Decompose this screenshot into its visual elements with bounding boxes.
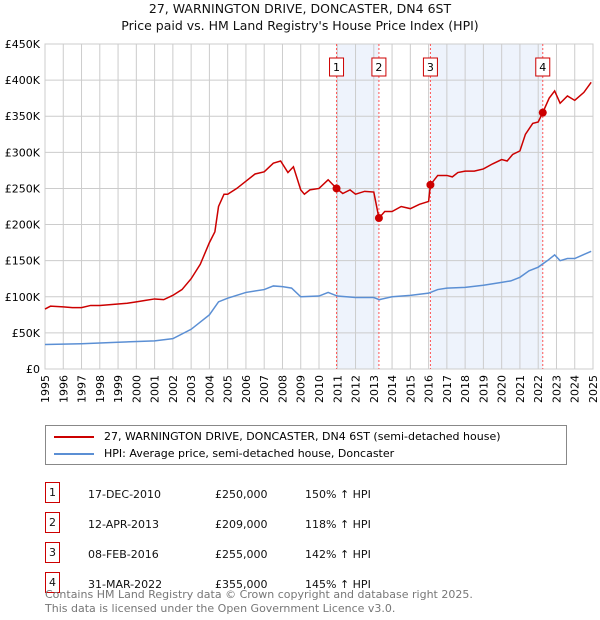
x-tick-label: 2017 (441, 375, 454, 403)
x-tick-label: 2006 (240, 375, 253, 403)
x-tick-label: 2000 (130, 375, 143, 403)
footer-line2: This data is licensed under the Open Gov… (45, 602, 396, 615)
x-tick-label: 2019 (477, 375, 490, 403)
sale-hpi: 142% ↑ HPI (305, 548, 371, 561)
legend-property: 27, WARNINGTON DRIVE, DONCASTER, DN4 6ST… (104, 430, 501, 443)
x-tick-label: 2023 (550, 375, 563, 403)
legend-red-line (54, 435, 94, 438)
sale-price: £355,000 (215, 578, 268, 591)
x-tick-label: 2015 (404, 375, 417, 403)
x-tick-label: 2011 (331, 375, 344, 403)
legend-blue-line (54, 452, 94, 455)
x-tick-label: 2025 (587, 375, 600, 403)
chart-title: 27, WARNINGTON DRIVE, DONCASTER, DN4 6ST (148, 1, 452, 16)
chart-subtitle: Price paid vs. HM Land Registry's House … (121, 18, 479, 33)
y-tick-label: £150K (5, 255, 41, 268)
x-tick-label: 2003 (185, 375, 198, 403)
sale-number: 1 (45, 482, 60, 503)
y-tick-label: £0 (26, 363, 40, 376)
sale-label-box (329, 57, 345, 77)
sale-number: 4 (45, 572, 60, 593)
x-tick-label: 2020 (496, 375, 509, 403)
sale-label: 4 (539, 61, 546, 74)
sale-label-box (371, 57, 387, 77)
x-tick-label: 2001 (149, 375, 162, 403)
x-tick-label: 2007 (258, 375, 271, 403)
sale-label: 1 (333, 61, 340, 74)
y-tick-label: £250K (5, 182, 41, 195)
sale-label-box (422, 57, 438, 77)
sale-point (332, 184, 341, 193)
sale-label: 3 (427, 61, 434, 74)
sale-point (374, 214, 383, 223)
sale-date: 31-MAR-2022 (88, 578, 163, 591)
sale-price: £209,000 (215, 518, 268, 531)
x-tick-label: 1997 (76, 375, 89, 403)
x-tick-label: 2014 (386, 375, 399, 403)
sale-hpi: 150% ↑ HPI (305, 488, 371, 501)
footer-line1: Contains HM Land Registry data © Crown c… (45, 588, 473, 601)
plot-frame (44, 43, 594, 370)
sale-hpi: 145% ↑ HPI (305, 578, 371, 591)
x-tick-label: 2016 (423, 375, 436, 403)
x-tick-label: 1999 (112, 375, 125, 403)
sale-date: 08-FEB-2016 (88, 548, 159, 561)
x-tick-label: 2004 (203, 375, 216, 403)
y-tick-label: £200K (5, 219, 41, 232)
x-tick-label: 2022 (532, 375, 545, 403)
sale-date: 17-DEC-2010 (88, 488, 162, 501)
legend: 27, WARNINGTON DRIVE, DONCASTER, DN4 6ST… (45, 425, 567, 465)
hpi-line (44, 250, 592, 346)
footer: Contains HM Land Registry data © Crown c… (45, 588, 473, 616)
y-tick-label: £50K (12, 327, 41, 340)
x-tick-label: 2018 (459, 375, 472, 403)
shaded-period (430, 44, 543, 369)
sale-number: 2 (45, 512, 60, 533)
sale-hpi: 118% ↑ HPI (305, 518, 371, 531)
x-tick-label: 2008 (276, 375, 289, 403)
sale-price: £250,000 (215, 488, 268, 501)
sale-price: £255,000 (215, 548, 268, 561)
sale-point (426, 180, 435, 189)
x-tick-label: 1996 (57, 375, 70, 403)
y-tick-label: £100K (5, 291, 41, 304)
x-tick-label: 2024 (569, 375, 582, 403)
x-tick-label: 2002 (167, 375, 180, 403)
shaded-period (336, 44, 379, 369)
sale-date: 12-APR-2013 (88, 518, 160, 531)
sale-label-box (535, 57, 551, 77)
y-tick-label: £450K (5, 38, 41, 51)
legend-hpi: HPI: Average price, semi-detached house,… (104, 447, 395, 460)
x-tick-label: 2005 (222, 375, 235, 403)
y-tick-label: £350K (5, 110, 41, 123)
price-chart: 1995 1996 1997 1998 1999 2000 2001 2002 2003 2004… (5, 38, 600, 403)
x-tick-label: 2010 (313, 375, 326, 403)
x-tick-label: 1995 (39, 375, 52, 403)
y-tick-label: £300K (5, 146, 41, 159)
x-tick-label: 2021 (514, 375, 527, 403)
sale-label: 2 (375, 61, 382, 74)
sale-number: 3 (45, 542, 60, 563)
x-tick-label: 2013 (368, 375, 381, 403)
sale-point (538, 108, 547, 117)
x-tick-label: 1998 (94, 375, 107, 403)
x-tick-label: 2009 (295, 375, 308, 403)
x-tick-label: 2012 (350, 375, 363, 403)
y-tick-label: £400K (5, 74, 41, 87)
